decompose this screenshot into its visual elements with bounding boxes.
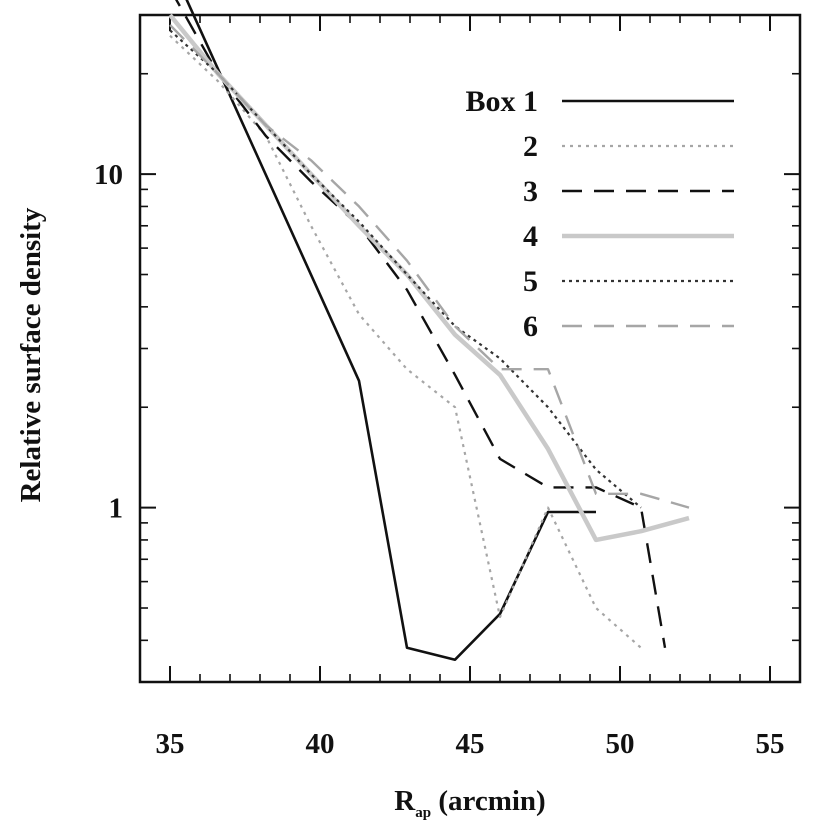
y-tick-label: 1 — [109, 493, 124, 525]
x-tick-label: 40 — [306, 728, 335, 760]
x-tick-label: 55 — [756, 728, 785, 760]
legend-label: Box 1 — [465, 85, 538, 118]
x-axis-label-subscript: ap — [415, 805, 431, 821]
y-axis-label: Relative surface density — [15, 207, 47, 502]
series-layer — [168, 0, 690, 662]
series-line-4 — [168, 13, 690, 543]
series-line-1 — [185, 0, 596, 662]
series-line-6 — [169, 24, 690, 509]
x-axis-label-symbol: R — [394, 785, 416, 817]
x-axis-label: Rap (arcmin) — [394, 785, 545, 821]
x-tick-label: 35 — [156, 728, 185, 760]
x-axis-label-units: (arcmin) — [431, 785, 546, 817]
series-line-3 — [175, 0, 667, 649]
x-tick-label: 45 — [456, 728, 485, 760]
legend-label: 3 — [523, 175, 538, 208]
series-line-2 — [169, 34, 642, 649]
series-line-5 — [169, 29, 642, 509]
legend-label: 6 — [523, 310, 538, 343]
legend-label: 2 — [523, 130, 538, 163]
legend: Box 1 2 3 4 5 6 — [465, 85, 734, 343]
y-tick-label: 10 — [94, 159, 123, 191]
legend-label: 5 — [523, 265, 538, 298]
x-tick-label: 50 — [606, 728, 635, 760]
legend-label: 4 — [523, 220, 538, 253]
axis-labels: Relative surface density Rap (arcmin) — [15, 207, 546, 821]
